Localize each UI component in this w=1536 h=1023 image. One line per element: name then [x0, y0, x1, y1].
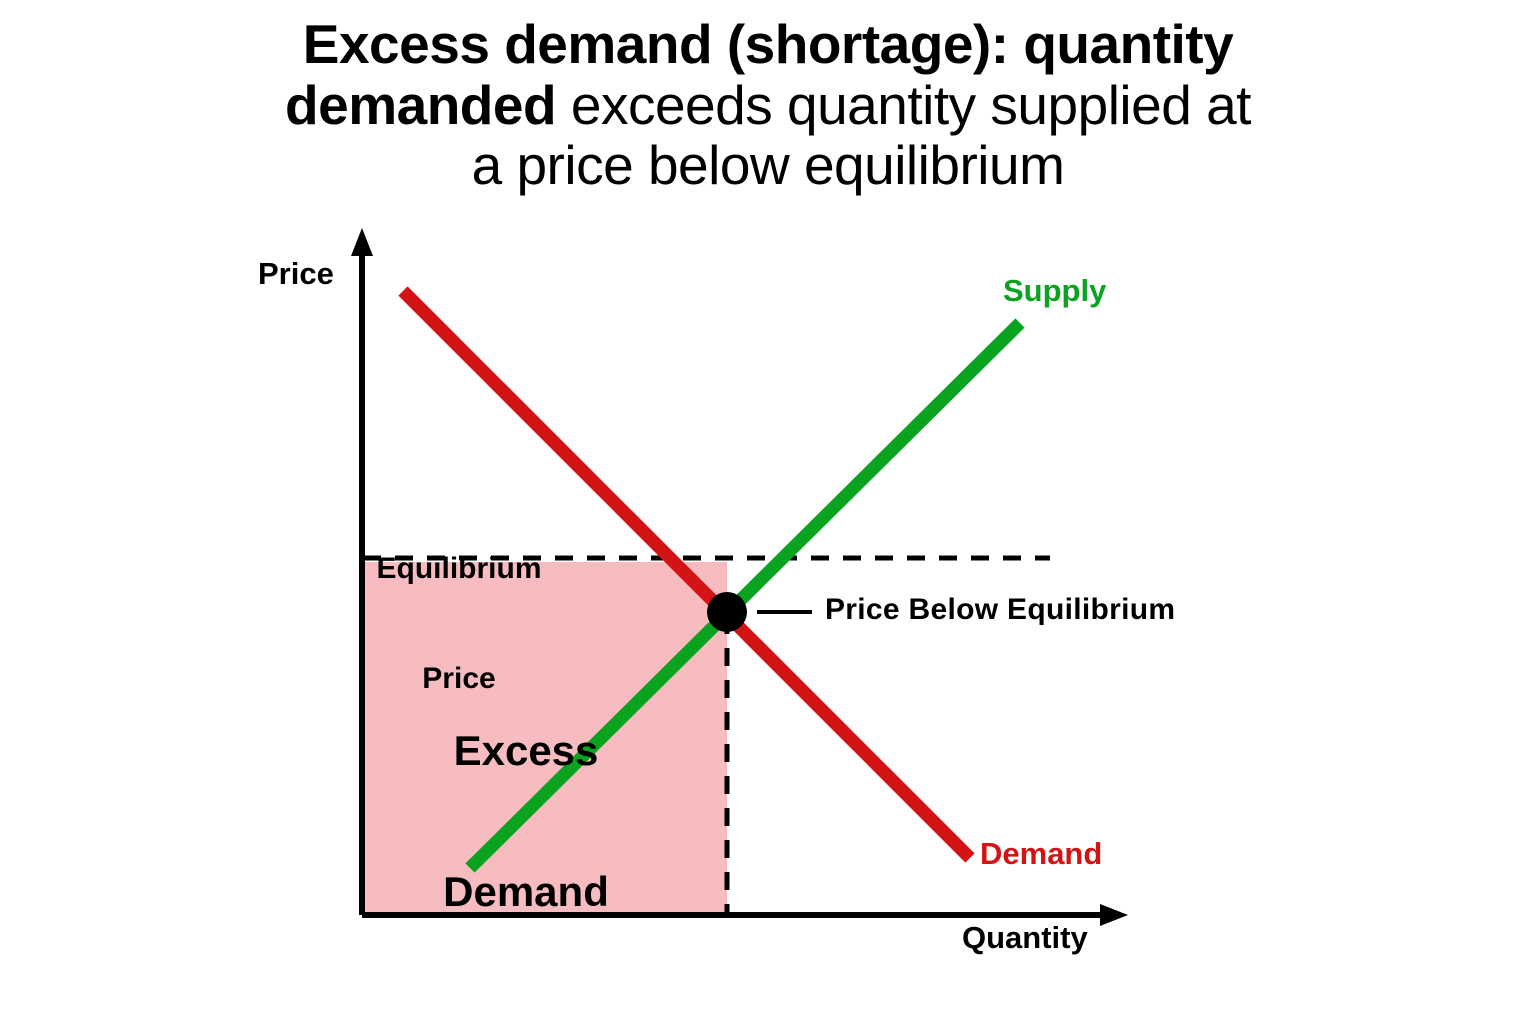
- title-line-1-text: Excess demand (shortage): quantity: [302, 13, 1234, 75]
- title-line-1: Excess demand (shortage): quantity: [160, 14, 1376, 75]
- excess-demand-label: Excess Demand: [400, 633, 652, 1009]
- x-axis-arrowhead-icon: [1100, 904, 1128, 926]
- title-line-2: demanded exceeds quantity supplied at: [160, 73, 1376, 136]
- excess-demand-region: [363, 562, 727, 915]
- excess-demand-label-line-1: Excess: [453, 727, 599, 775]
- supply-curve-label: Supply: [1003, 273, 1107, 308]
- excess-demand-label-line-2: Demand: [443, 868, 609, 916]
- equilibrium-price-label-line-1: Equilibrium: [376, 552, 542, 586]
- title-emphasis-demanded: demanded: [285, 73, 557, 136]
- title-line-3: a price below equilibrium: [160, 135, 1376, 196]
- demand-curve: [398, 286, 975, 863]
- title-line-2-rest: exceeds quantity supplied at: [556, 73, 1252, 136]
- demand-curve-label: Demand: [980, 836, 1103, 871]
- price-below-equilibrium-label: Price Below Equilibrium: [825, 593, 1176, 626]
- y-axis-arrowhead-icon: [351, 228, 373, 256]
- equilibrium-price-label: Equilibrium Price: [330, 478, 588, 771]
- equilibrium-price-label-line-2: Price: [422, 661, 496, 695]
- x-axis-label: Quantity: [962, 920, 1088, 955]
- title-line-3-text: a price below equilibrium: [471, 134, 1065, 196]
- supply-curve: [465, 318, 1025, 873]
- equilibrium-point-dot: [707, 592, 747, 632]
- y-axis-label: Price: [258, 256, 334, 291]
- figure-title: Excess demand (shortage): quantity deman…: [160, 14, 1376, 196]
